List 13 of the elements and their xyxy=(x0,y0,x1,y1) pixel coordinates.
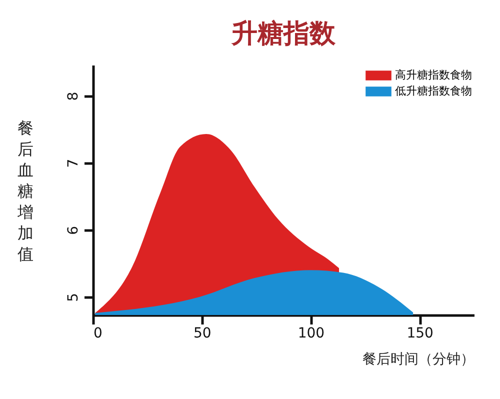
x-axis-title: 餐后时间（分钟） xyxy=(362,352,474,368)
y-tick-label: 8 xyxy=(66,92,82,101)
y-axis-title: 餐后血糖增加值 xyxy=(16,118,34,264)
y-tick-label: 5 xyxy=(66,292,82,302)
y-tick-label: 7 xyxy=(66,158,82,168)
y-tick-label: 6 xyxy=(66,226,82,235)
x-tick-label: 150 xyxy=(406,326,434,342)
x-tick-label: 0 xyxy=(94,326,102,342)
legend-label: 低升糖指数食物 xyxy=(395,84,472,98)
x-tick-label: 50 xyxy=(193,326,212,342)
chart-title: 升糖指数 xyxy=(230,19,336,49)
legend-label: 高升糖指数食物 xyxy=(395,68,472,82)
x-tick-label: 100 xyxy=(298,326,325,342)
